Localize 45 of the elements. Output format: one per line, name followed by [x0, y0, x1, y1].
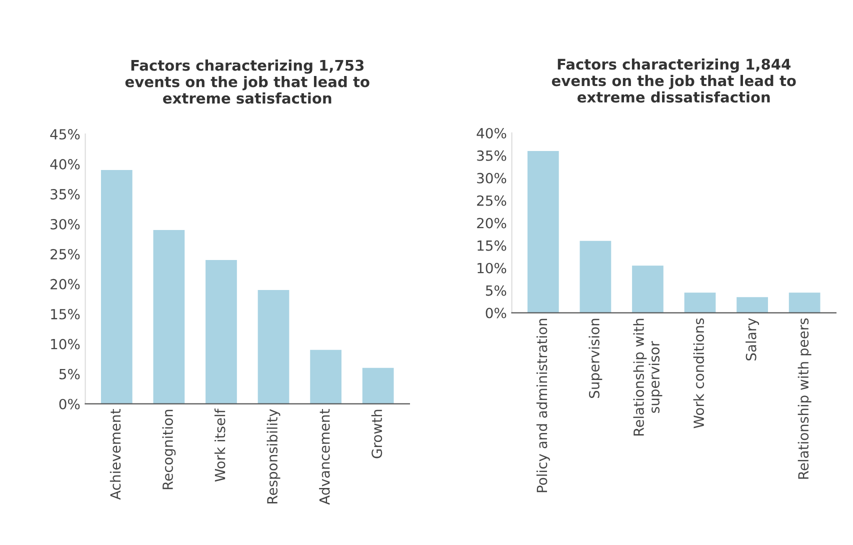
bar: [632, 266, 664, 313]
y-tick-label: 20%: [50, 278, 80, 290]
x-tick-label: Work itself: [214, 408, 226, 482]
x-tick-label: Relationship with supervisor: [633, 318, 662, 436]
x-tick-label: Policy and administration: [536, 318, 550, 492]
x-tick-label: Responsibility: [266, 409, 280, 504]
chart-title: Factors characterizing 1,844 events on the job that lead to extreme dissatisfaction: [552, 58, 796, 103]
y-tick-label: 30%: [477, 172, 506, 184]
x-tick-label: Relationship with peers: [798, 318, 812, 479]
x-tick-label: Supervision: [588, 318, 602, 398]
bar: [153, 230, 185, 404]
y-tick-label: 15%: [478, 240, 506, 251]
y-tick-label: 10%: [478, 262, 506, 274]
y-tick-label: 35%: [50, 188, 80, 200]
chart-title: Factors characterizing 1,753 events on the job that lead to extreme satisfaction: [125, 60, 370, 104]
x-tick-label: Work conditions: [693, 318, 704, 428]
y-tick-label: 0%: [486, 308, 506, 318]
y-tick-label: 35%: [477, 150, 506, 161]
y-tick-label: 30%: [50, 218, 80, 230]
bar: [206, 260, 237, 404]
y-tick-label: 25%: [477, 195, 506, 206]
bar: [580, 240, 612, 313]
x-tick-label: Advancement: [319, 409, 330, 505]
x-tick-label: Recognition: [162, 410, 176, 490]
bar: [788, 292, 820, 313]
y-tick-label: 45%: [50, 129, 80, 140]
y-tick-label: 5%: [59, 368, 80, 380]
y-tick-label: 15%: [51, 308, 80, 320]
y-tick-label: 10%: [51, 338, 80, 350]
y-tick-label: 40%: [476, 128, 506, 138]
y-tick-label: 0%: [59, 398, 80, 410]
bar: [258, 290, 290, 404]
y-tick-label: 20%: [477, 218, 506, 228]
x-tick-label: Growth: [371, 410, 382, 458]
y-tick-label: 5%: [486, 285, 506, 296]
bar: [100, 170, 132, 404]
x-tick-label: Achievement: [110, 409, 121, 500]
bar: [362, 368, 394, 404]
bar: [736, 297, 768, 313]
x-tick-label: Salary: [746, 318, 760, 360]
bar: [684, 292, 716, 313]
y-tick-label: 40%: [50, 159, 80, 170]
bar: [310, 350, 342, 404]
y-tick-label: 25%: [50, 248, 80, 260]
bar: [527, 150, 559, 313]
